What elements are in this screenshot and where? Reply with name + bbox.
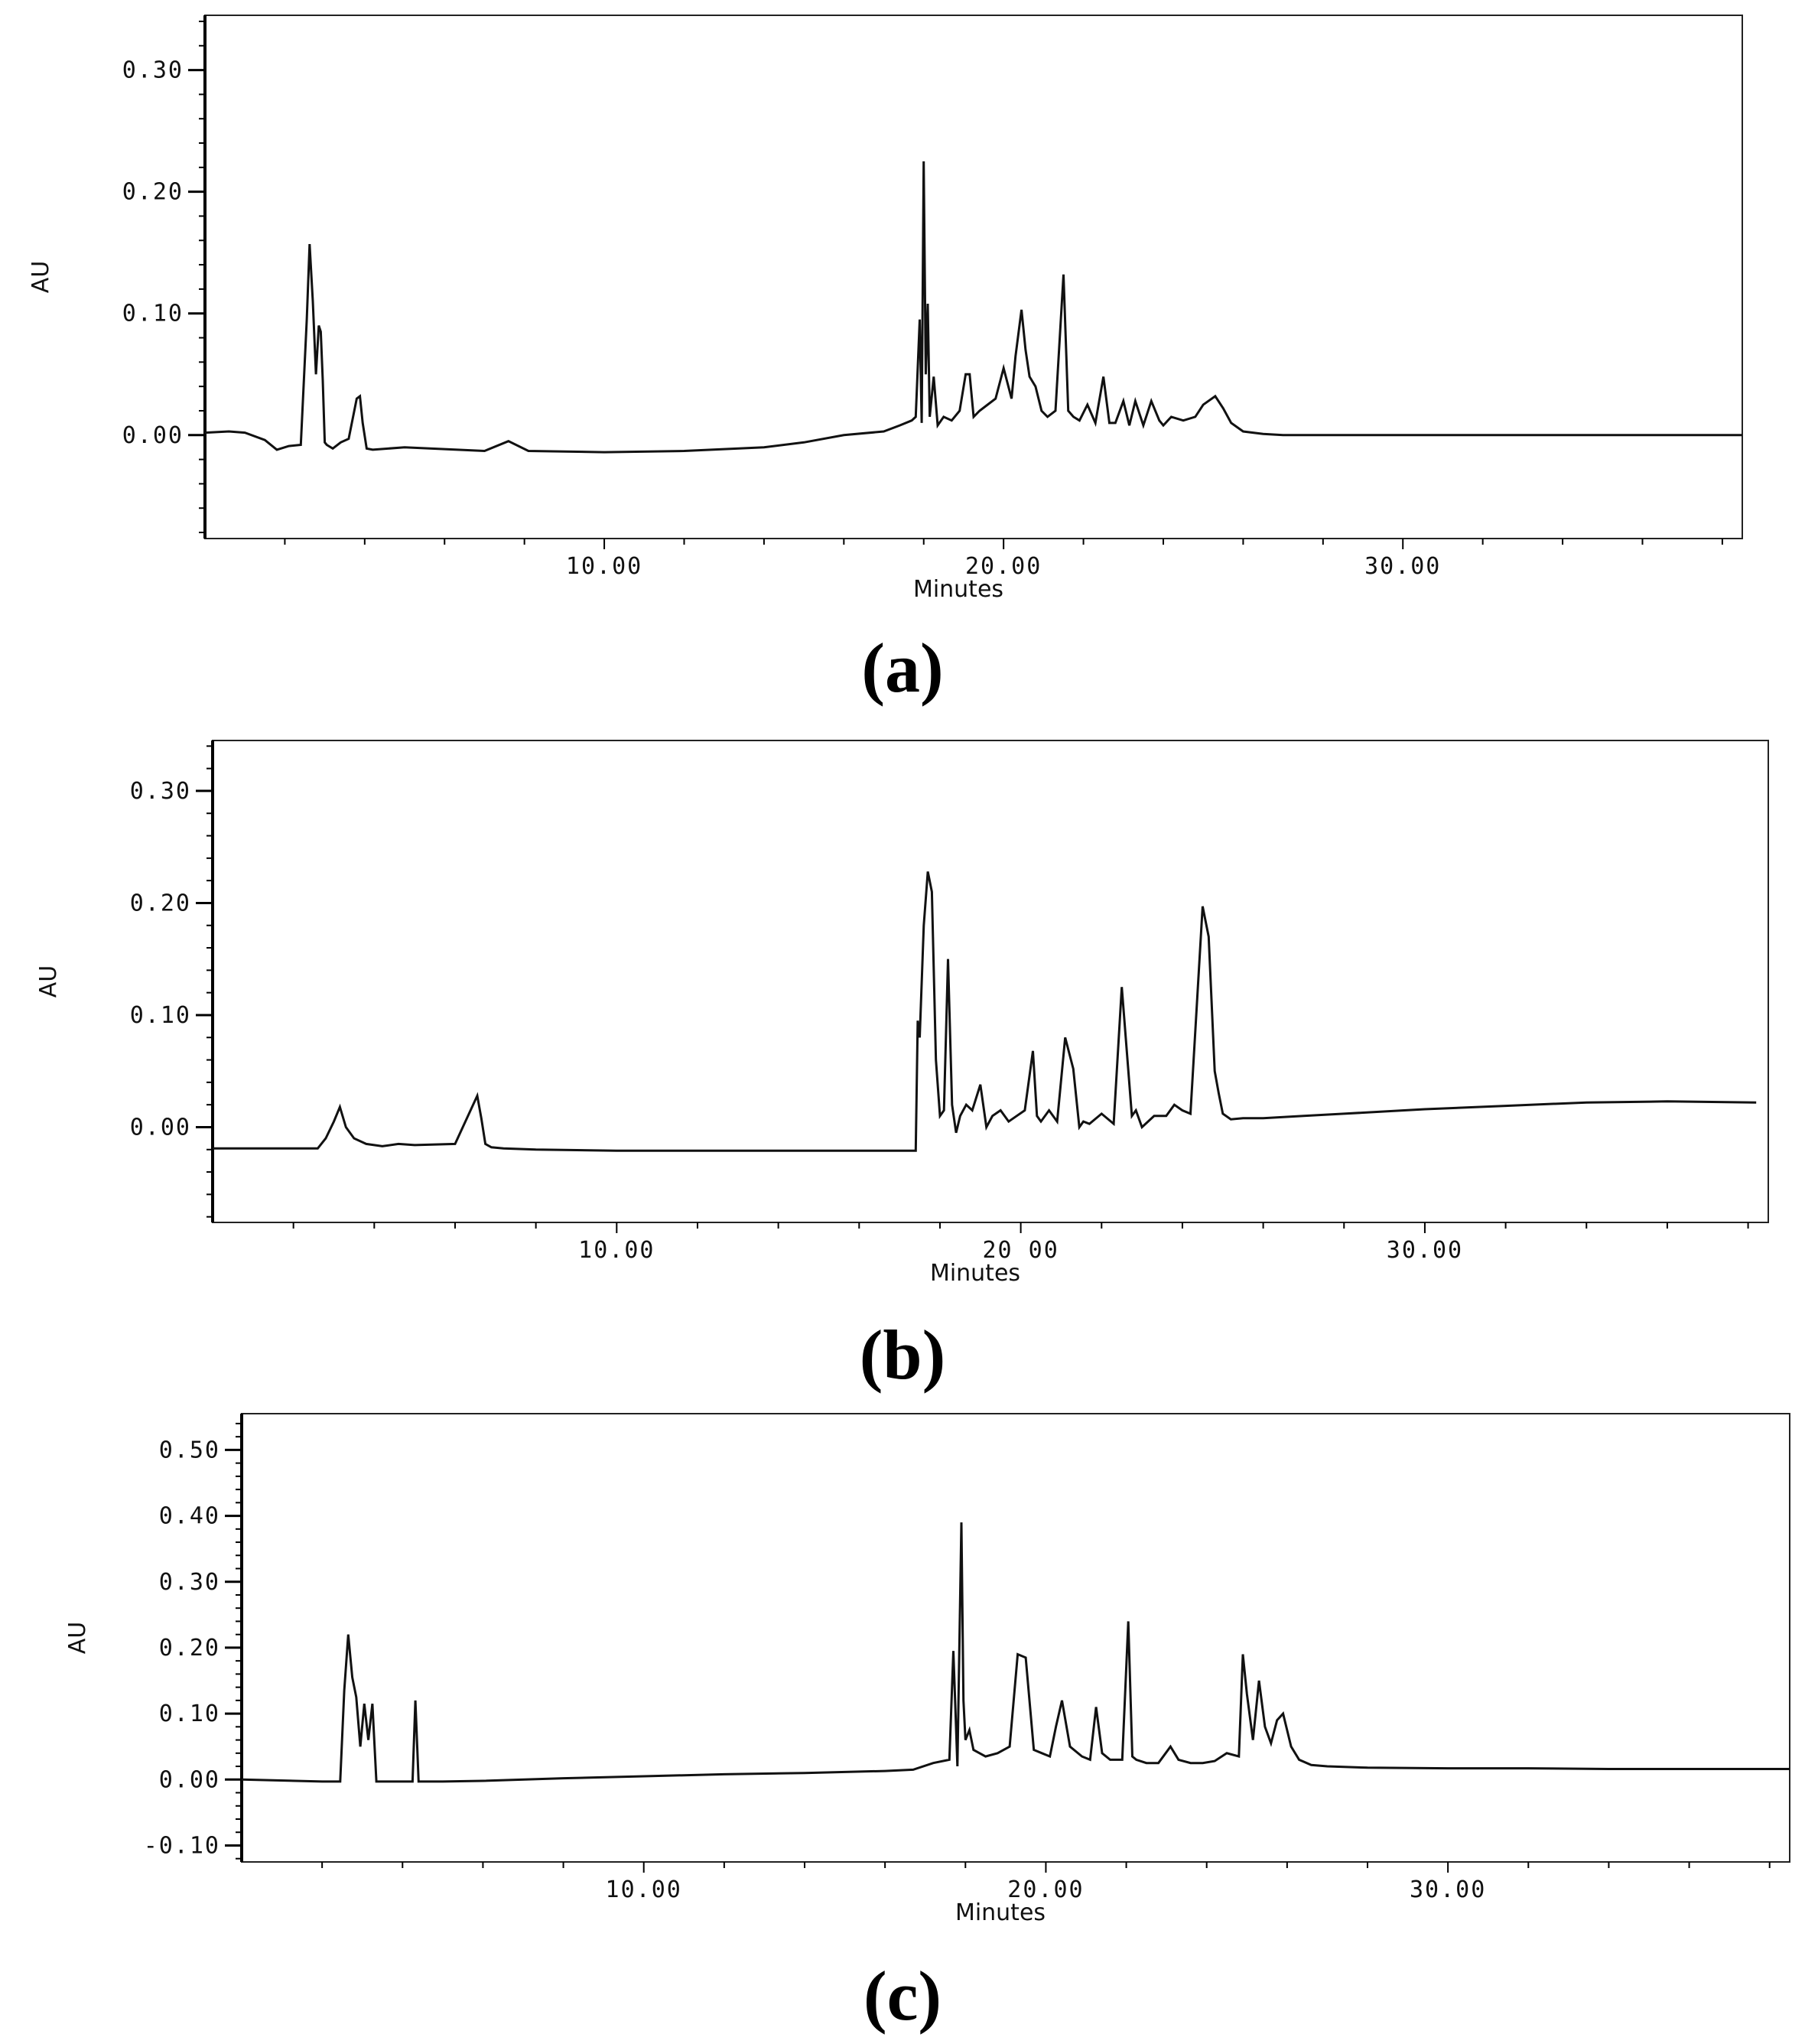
x-axis-label: Minutes	[930, 1260, 1020, 1287]
y-axis-label: AU	[35, 965, 62, 998]
x-tick-label: 30.00	[1387, 1237, 1463, 1264]
y-tick-label: 0.20	[130, 890, 191, 916]
x-tick-label: 30.00	[1364, 553, 1441, 580]
chart-panel-b: 0.00 0.10 0.20 0.30 10.00 20 00 30.00 Minutes AU	[0, 688, 1805, 1377]
chart-panel-c: -0.10 0.00 0.10 0.20 0.30 0.40 0.50 10.00 20.00 3…	[0, 1400, 1805, 1951]
plot-frame	[241, 1413, 1790, 1863]
y-tick-label: 0.00	[159, 1766, 220, 1793]
chart-c-svg: -0.10 0.00 0.10 0.20 0.30 0.40 0.50 10.00 20.00 3…	[64, 1413, 1790, 1926]
y-tick-label: 0.00	[122, 422, 184, 449]
y-tick-label: 0.10	[122, 301, 184, 327]
chart-a-svg: 0.00 0.10 0.20 0.30 10.00 20.00 30.00 Minutes AU	[28, 15, 1743, 603]
x-tick-label: 10.00	[566, 553, 642, 580]
y-tick-label: 0.10	[130, 1002, 191, 1029]
x-tick-label: 30.00	[1410, 1876, 1486, 1903]
y-tick-label: 0.30	[159, 1569, 220, 1596]
x-tick-label: 20.00	[965, 553, 1042, 580]
x-tick-label: 10.00	[606, 1876, 682, 1903]
y-axis-label: AU	[28, 261, 54, 293]
series-line	[204, 161, 1742, 454]
y-tick-label: 0.50	[159, 1437, 220, 1463]
x-tick-label: 20 00	[982, 1237, 1059, 1264]
y-tick-label: -0.10	[144, 1832, 220, 1859]
y-tick-label: 0.30	[130, 778, 191, 805]
chart-b-caption: (b)	[859, 1316, 946, 1394]
chart-c-caption: (c)	[863, 1957, 942, 2035]
y-tick-label: 0.20	[122, 179, 184, 206]
y-tick-label: 0.40	[159, 1503, 220, 1530]
plot-frame	[212, 740, 1769, 1223]
chart-panel-a: 0.00 0.10 0.20 0.30 10.00 20.00 30.00 Minutes AU	[0, 0, 1805, 688]
plot-frame	[204, 15, 1743, 539]
x-tick-label: 10.00	[578, 1237, 655, 1264]
x-tick-label: 20.00	[1007, 1876, 1084, 1903]
y-tick-label: 0.30	[122, 57, 184, 84]
y-axis-label: AU	[64, 1622, 91, 1654]
x-axis-label: Minutes	[913, 576, 1003, 603]
y-tick-label: 0.10	[159, 1701, 220, 1727]
series-line	[213, 871, 1757, 1152]
chart-a-caption: (a)	[861, 629, 944, 707]
y-tick-label: 0.00	[130, 1114, 191, 1141]
chart-b-svg: 0.00 0.10 0.20 0.30 10.00 20 00 30.00 Minutes AU	[35, 740, 1769, 1287]
x-axis-label: Minutes	[955, 1899, 1046, 1926]
series-line	[241, 1522, 1790, 1783]
y-tick-label: 0.20	[159, 1635, 220, 1662]
